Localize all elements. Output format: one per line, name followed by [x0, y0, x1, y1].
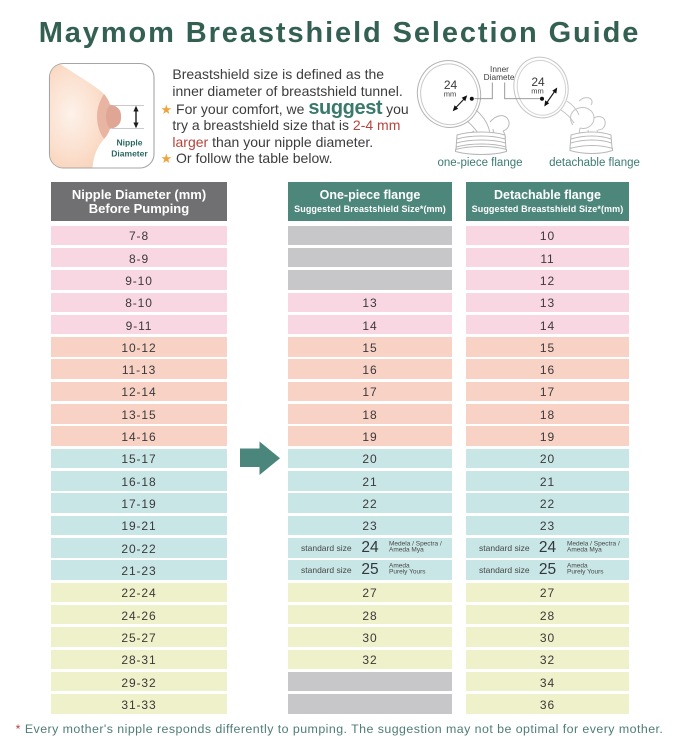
svg-text:Diameter: Diameter [484, 72, 518, 82]
svg-text:Nipple: Nipple [117, 138, 143, 148]
svg-text:mm: mm [531, 87, 544, 96]
svg-text:mm: mm [444, 90, 457, 99]
svg-text:24: 24 [444, 78, 458, 92]
svg-text:24: 24 [531, 75, 545, 89]
svg-text:Diameter: Diameter [111, 149, 148, 159]
svg-text:Inner: Inner [490, 64, 509, 74]
